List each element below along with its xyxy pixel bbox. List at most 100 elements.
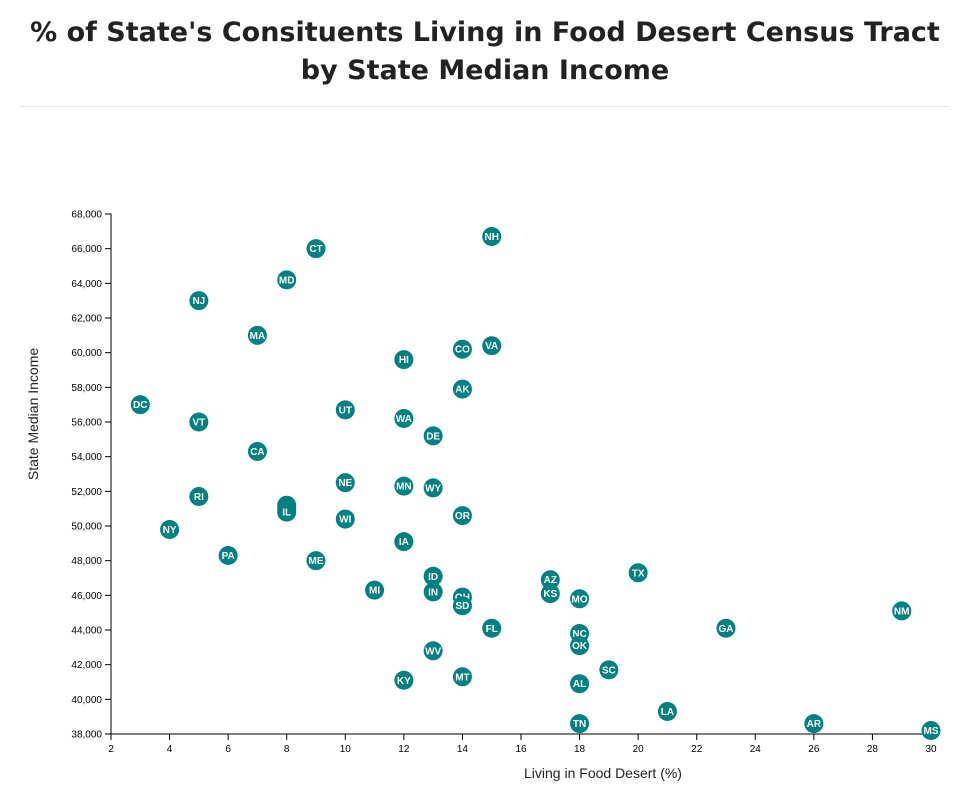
data-point-mo[interactable]: MO — [570, 589, 590, 609]
data-point-ok[interactable]: OK — [570, 636, 590, 656]
y-tick-label: 64,000 — [71, 279, 102, 290]
point-label: NM — [894, 606, 910, 617]
data-point-pa[interactable]: PA — [218, 545, 238, 565]
data-point-me[interactable]: ME — [306, 551, 326, 571]
point-marker — [482, 336, 502, 356]
point-label: MA — [250, 331, 266, 342]
data-point-in[interactable]: IN — [423, 582, 443, 602]
point-label: OR — [455, 511, 471, 522]
point-label: IA — [399, 537, 409, 548]
x-tick-label: 12 — [398, 744, 410, 755]
data-point-ar[interactable]: AR — [804, 714, 824, 734]
data-point-dc[interactable]: DC — [130, 395, 150, 415]
point-label: PA — [222, 551, 235, 562]
data-point-wy[interactable]: WY — [423, 478, 443, 498]
point-marker — [628, 563, 648, 583]
data-point-ny[interactable]: NY — [160, 519, 180, 539]
data-point-id[interactable]: ID — [423, 566, 443, 586]
point-label: SC — [602, 665, 616, 676]
data-point-tx[interactable]: TX — [628, 563, 648, 583]
data-point-mt[interactable]: MT — [452, 667, 472, 687]
y-axis-line — [105, 213, 112, 735]
data-point-mn[interactable]: MN — [394, 476, 414, 496]
point-label: ME — [309, 556, 324, 567]
data-point-nh[interactable]: NH — [482, 227, 502, 247]
data-point-wi[interactable]: WI — [335, 509, 355, 529]
point-marker — [189, 412, 209, 432]
data-point-ca[interactable]: CA — [247, 441, 267, 461]
point-label: NE — [338, 478, 352, 489]
x-axis-title: Living in Food Desert (%) — [524, 765, 682, 781]
x-tick-label: 4 — [167, 744, 173, 755]
point-marker — [570, 589, 590, 609]
data-point-ms[interactable]: MS — [921, 721, 941, 741]
data-point-nm[interactable]: NM — [892, 601, 912, 621]
point-label: NH — [484, 232, 498, 243]
point-label: NJ — [192, 296, 205, 307]
point-label: DE — [426, 431, 440, 442]
data-point-co[interactable]: CO — [452, 339, 472, 359]
point-label: IL — [282, 508, 291, 519]
data-point-ia[interactable]: IA — [394, 532, 414, 552]
point-marker — [218, 545, 238, 565]
data-point-ne[interactable]: NE — [335, 473, 355, 493]
data-point-ct[interactable]: CT — [306, 239, 326, 259]
y-tick-label: 60,000 — [71, 348, 102, 359]
point-label: UT — [339, 405, 352, 416]
point-marker — [892, 601, 912, 621]
point-marker — [657, 701, 677, 721]
data-point-wv[interactable]: WV — [423, 641, 443, 661]
data-point-ga[interactable]: GA — [716, 618, 736, 638]
point-label: MS — [924, 726, 939, 737]
data-point-hi[interactable]: HI — [394, 350, 414, 370]
data-point-ut[interactable]: UT — [335, 400, 355, 420]
data-point-fl[interactable]: FL — [482, 618, 502, 638]
point-label: LA — [661, 707, 674, 718]
data-point-la[interactable]: LA — [657, 701, 677, 721]
data-point-ky[interactable]: KY — [394, 670, 414, 690]
x-axis: 2 4 6 8 10 12 14 16 18 20 22 24 26 28 30 — [108, 733, 937, 755]
data-point-wa[interactable]: WA — [394, 409, 414, 429]
x-tick-label: 30 — [925, 744, 937, 755]
data-point-ma[interactable]: MA — [247, 325, 267, 345]
point-label: DC — [133, 400, 147, 411]
point-label: TX — [632, 568, 645, 579]
point-marker — [423, 478, 443, 498]
data-point-ri[interactable]: RI — [189, 487, 209, 507]
data-point-or[interactable]: OR — [452, 506, 472, 526]
data-point-de[interactable]: DE — [423, 426, 443, 446]
data-point-il[interactable]: IL — [277, 502, 297, 522]
data-point-md[interactable]: MD — [277, 270, 297, 290]
point-label: MD — [279, 275, 295, 286]
data-point-sc[interactable]: SC — [599, 660, 619, 680]
point-marker — [306, 551, 326, 571]
data-point-vt[interactable]: VT — [189, 412, 209, 432]
point-label: AR — [807, 719, 822, 730]
point-label: GA — [719, 624, 734, 635]
point-marker — [423, 566, 443, 586]
point-label: AK — [455, 385, 470, 396]
x-tick-label: 26 — [808, 744, 820, 755]
point-label: CT — [309, 244, 322, 255]
point-marker — [452, 506, 472, 526]
point-label: WA — [396, 414, 412, 425]
point-label: MN — [396, 482, 412, 493]
x-tick-label: 18 — [574, 744, 586, 755]
data-point-ak[interactable]: AK — [452, 379, 472, 399]
x-tick-label: 22 — [691, 744, 703, 755]
point-marker — [482, 227, 502, 247]
data-point-va[interactable]: VA — [482, 336, 502, 356]
point-label: FL — [486, 624, 498, 635]
point-label: IN — [428, 587, 438, 598]
point-label: WY — [425, 483, 441, 494]
data-point-al[interactable]: AL — [570, 674, 590, 694]
data-point-nj[interactable]: NJ — [189, 291, 209, 311]
x-tick-label: 16 — [515, 744, 527, 755]
data-point-tn[interactable]: TN — [570, 714, 590, 734]
data-point-ks[interactable]: KS — [540, 584, 560, 604]
point-marker — [277, 270, 297, 290]
x-tick-label: 24 — [750, 744, 762, 755]
data-point-az[interactable]: AZ — [540, 570, 560, 590]
data-point-mi[interactable]: MI — [365, 580, 385, 600]
data-point-sd[interactable]: SD — [452, 596, 472, 616]
